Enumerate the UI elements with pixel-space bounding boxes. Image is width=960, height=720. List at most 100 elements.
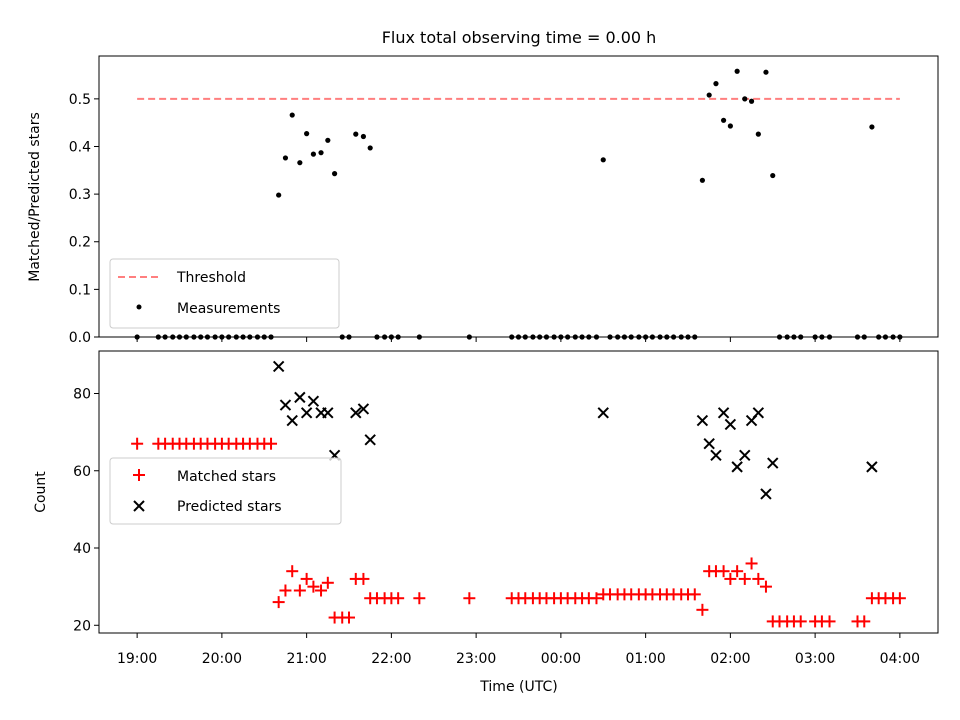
star-count-axes: 20 40 60 80 19:00 20:00 21:00 22:00 23:00 00:00 0…	[33, 350, 939, 667]
flux-ratio-ytick-label: 0.3	[69, 187, 91, 203]
measurement-point	[890, 334, 896, 340]
measurements-legend-handle	[136, 304, 142, 310]
measurement-point	[367, 145, 373, 151]
matched-star-marker	[279, 584, 292, 597]
matched-star-marker	[688, 588, 701, 601]
flux-ratio-ytick-label: 0.1	[69, 282, 91, 298]
measurement-point	[233, 334, 239, 340]
measurement-point	[522, 334, 528, 340]
predicted-star-marker	[322, 407, 334, 419]
xtick-label: 02:00	[710, 651, 750, 667]
matched-star-marker	[794, 615, 807, 628]
predicted-star-marker	[752, 407, 765, 419]
predicted-star-marker	[300, 407, 313, 419]
measurement-point	[869, 124, 875, 130]
flux-ratio-axes: 0.0 0.1 0.2 0.3 0.4 0.5 Matched/Predicted sta…	[27, 55, 939, 346]
measurement-point	[191, 334, 197, 340]
measurement-point	[776, 334, 783, 340]
xtick-label: 19:00	[117, 651, 157, 667]
measurement-point	[416, 334, 422, 340]
matched-legend-label: Matched stars	[177, 469, 276, 485]
matched-star-marker	[696, 603, 709, 616]
measurement-point	[657, 334, 663, 340]
predicted-star-marker	[696, 414, 709, 427]
predicted-star-marker	[703, 438, 715, 450]
measurement-point	[699, 177, 706, 183]
predicted-star-marker	[731, 461, 743, 473]
xtick-label: 00:00	[541, 651, 581, 667]
predicted-star-marker	[760, 488, 772, 500]
star-count-ytick-label: 60	[73, 464, 91, 480]
xtick-label: 03:00	[795, 651, 835, 667]
measurement-point	[204, 334, 211, 340]
measurement-point	[882, 334, 889, 340]
measurement-point	[798, 334, 804, 340]
measurement-point	[572, 334, 578, 340]
matched-star-marker	[858, 615, 871, 628]
measurement-point	[276, 192, 282, 198]
matched-star-marker	[392, 592, 405, 605]
measurement-point	[268, 334, 274, 340]
predicted-star-marker	[866, 461, 878, 473]
matched-star-marker	[307, 580, 320, 593]
measurement-point	[466, 334, 472, 340]
measurement-point	[755, 131, 761, 137]
measurement-point	[325, 137, 331, 143]
measurement-point	[261, 334, 267, 340]
measurement-point	[748, 98, 755, 104]
measurement-point	[254, 334, 261, 340]
xtick-label: 04:00	[880, 651, 920, 667]
measurement-point	[247, 334, 253, 340]
xtick-label: 22:00	[371, 651, 411, 667]
predicted-star-marker	[364, 434, 376, 446]
measurement-point	[346, 334, 352, 340]
measurement-point	[170, 334, 176, 340]
matched-star-marker	[265, 437, 278, 450]
matched-star-marker	[738, 572, 751, 585]
star-count-ytick-label: 40	[73, 541, 91, 557]
measurement-point	[565, 334, 571, 340]
xtick-label: 21:00	[286, 651, 326, 667]
threshold-legend-label: Threshold	[176, 270, 246, 286]
predicted-star-marker	[350, 407, 362, 419]
matched-star-marker	[463, 592, 476, 605]
measurement-point	[226, 334, 232, 340]
matched-star-marker	[321, 576, 334, 589]
predicted-star-marker	[294, 391, 306, 404]
xtick-label: 23:00	[456, 651, 496, 667]
measurement-point	[543, 334, 550, 340]
measurement-point	[176, 334, 183, 340]
matched-star-marker	[300, 572, 313, 585]
flux-ratio-ytick-label: 0.0	[69, 330, 91, 346]
matched-star-marker	[745, 557, 758, 570]
measurement-point	[628, 334, 634, 340]
measurement-point	[854, 334, 861, 340]
measurement-point	[360, 133, 367, 140]
matched-star-marker	[759, 580, 772, 593]
measurement-point	[304, 131, 310, 137]
measurement-point	[734, 68, 740, 74]
star-count-ytick-label: 80	[73, 386, 91, 402]
matched-star-marker	[293, 584, 306, 597]
measurement-point	[509, 334, 515, 340]
matched-star-marker	[590, 592, 603, 605]
measurement-point	[310, 151, 317, 157]
flux-ratio-ytick-label: 0.2	[69, 235, 91, 251]
measurement-point	[586, 334, 592, 340]
measurement-point	[289, 112, 295, 118]
chart-title: Flux total observing time = 0.00 h	[382, 28, 657, 47]
matched-star-marker	[717, 565, 730, 578]
measurement-point	[791, 334, 797, 340]
predicted-star-marker	[767, 457, 779, 469]
measurement-point	[530, 334, 536, 340]
measurement-point	[282, 155, 289, 161]
predicted-star-marker	[286, 414, 298, 427]
measurement-point	[374, 334, 380, 340]
measurement-point	[826, 334, 833, 340]
star-count-ylabel: Count	[33, 471, 49, 513]
matched-star-marker	[731, 565, 744, 578]
measurement-point	[621, 334, 628, 340]
flux-ratio-ytick-label: 0.4	[69, 139, 91, 155]
matched-star-marker	[286, 565, 299, 578]
measurement-point	[198, 334, 204, 340]
